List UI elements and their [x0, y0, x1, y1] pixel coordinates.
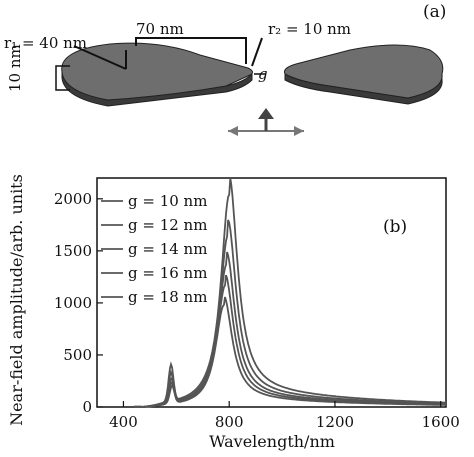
y-tick-label: 1000 — [54, 294, 92, 312]
x-axis-title: Wavelength/nm — [209, 432, 335, 451]
r2-leader — [251, 37, 263, 67]
legend-label: g = 10 nm — [128, 192, 207, 210]
series-line — [134, 296, 446, 408]
gap-label: g — [258, 65, 268, 83]
r2-label: r₂ = 10 nm — [268, 20, 352, 38]
x-tick-label: 800 — [215, 413, 244, 431]
y-tick-label: 1500 — [54, 242, 92, 260]
y-tick-label: 0 — [82, 398, 92, 416]
series-line — [134, 177, 446, 408]
r1-horizontal — [73, 45, 127, 70]
y-ticks: 0 500 1000 1500 2000 — [54, 190, 103, 416]
y-axis-title: Near-field amplitude/arb. units — [7, 174, 26, 426]
k-vector-head — [258, 108, 274, 119]
legend-label: g = 12 nm — [128, 216, 207, 234]
legend: g = 10 nm g = 12 nm g = 14 nm g = 16 nm g = … — [101, 192, 207, 306]
x-tick-label: 400 — [109, 413, 138, 431]
x-tick-label: 1200 — [316, 413, 354, 431]
panel-b-label: (b) — [383, 217, 408, 237]
legend-label: g = 16 nm — [128, 264, 207, 282]
distance-label: 70 nm — [136, 20, 184, 38]
plot-frame — [96, 177, 447, 408]
distance-bracket — [135, 37, 247, 64]
x-ticks: 400 800 1200 1600 — [109, 401, 460, 431]
legend-label: g = 18 nm — [128, 288, 207, 306]
panel-a-label: (a) — [423, 2, 447, 22]
x-tick-label: 1600 — [422, 413, 460, 431]
thickness-bracket — [55, 65, 70, 91]
right-particle-top — [284, 44, 444, 99]
nanostructure-diagram — [55, 37, 444, 136]
polarization-arrow-left — [228, 126, 238, 136]
y-tick-label: 500 — [63, 346, 92, 364]
y-tick-label: 2000 — [54, 190, 92, 208]
r1-label: r₁ = 40 nm — [4, 34, 88, 52]
series-group — [134, 177, 447, 408]
legend-label: g = 14 nm — [128, 240, 207, 258]
polarization-arrow-right — [294, 126, 304, 136]
left-particle-top — [61, 42, 254, 101]
series-line — [134, 219, 447, 408]
